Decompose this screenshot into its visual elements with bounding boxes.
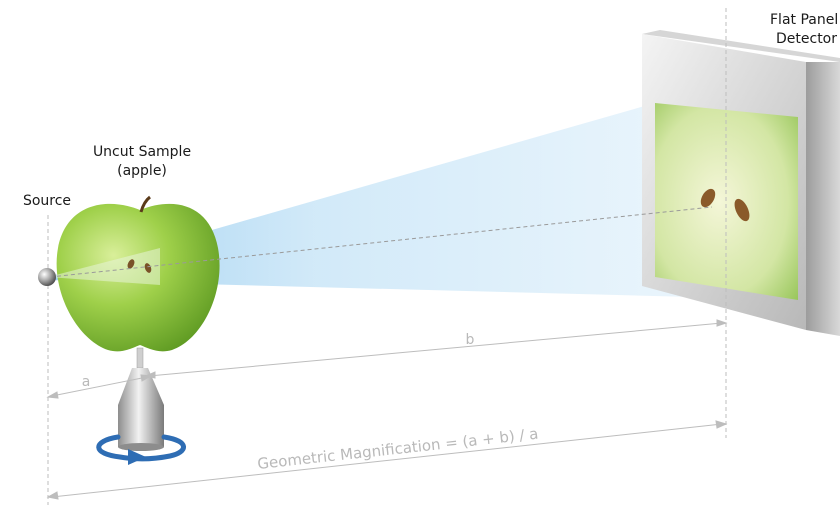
dimension-b-arrow-left bbox=[144, 371, 156, 379]
dimension-a-arrow-left bbox=[46, 391, 59, 399]
sample-label-line1: Uncut Sample bbox=[93, 144, 191, 160]
apple-seed-right bbox=[144, 263, 152, 273]
pedestal-base bbox=[118, 443, 164, 451]
dimension-label-a: a bbox=[82, 374, 91, 390]
xray-beam bbox=[48, 103, 805, 300]
apple-stem bbox=[139, 195, 151, 213]
dimension-total-arrow-right bbox=[715, 420, 728, 429]
rotation-stage bbox=[96, 347, 186, 465]
flat-panel-detector bbox=[642, 30, 840, 336]
dimension-lines bbox=[46, 319, 728, 500]
apple-seed-left bbox=[127, 259, 135, 269]
detector-label-line2: Detector bbox=[776, 31, 837, 47]
source-label: Source bbox=[23, 193, 71, 209]
detector-label-line1: Flat Panel bbox=[770, 12, 838, 28]
xray-source-icon bbox=[38, 268, 56, 286]
pedestal-column bbox=[118, 405, 164, 447]
dimension-b-arrow-right bbox=[716, 319, 728, 327]
detector-side-face bbox=[806, 62, 840, 336]
rotation-arrowhead-icon bbox=[128, 449, 146, 465]
detector-seed-left bbox=[700, 188, 716, 208]
dimension-label-b: b bbox=[466, 332, 475, 348]
detector-seed-right bbox=[734, 198, 750, 222]
dimension-line-total bbox=[51, 423, 723, 498]
central-ray bbox=[49, 206, 713, 278]
dimension-total-arrow-left bbox=[46, 491, 59, 500]
pedestal-cone bbox=[118, 368, 164, 405]
apple-sample bbox=[48, 195, 220, 352]
dimension-line-b bbox=[148, 322, 723, 377]
detector-screen bbox=[655, 103, 798, 300]
sample-pin bbox=[136, 347, 144, 369]
rotation-arrow-icon bbox=[96, 434, 186, 462]
detector-top-face bbox=[642, 30, 840, 62]
dimension-line-a bbox=[51, 376, 148, 397]
sample-label-line2: (apple) bbox=[117, 163, 167, 179]
beam-through-apple bbox=[48, 248, 160, 285]
